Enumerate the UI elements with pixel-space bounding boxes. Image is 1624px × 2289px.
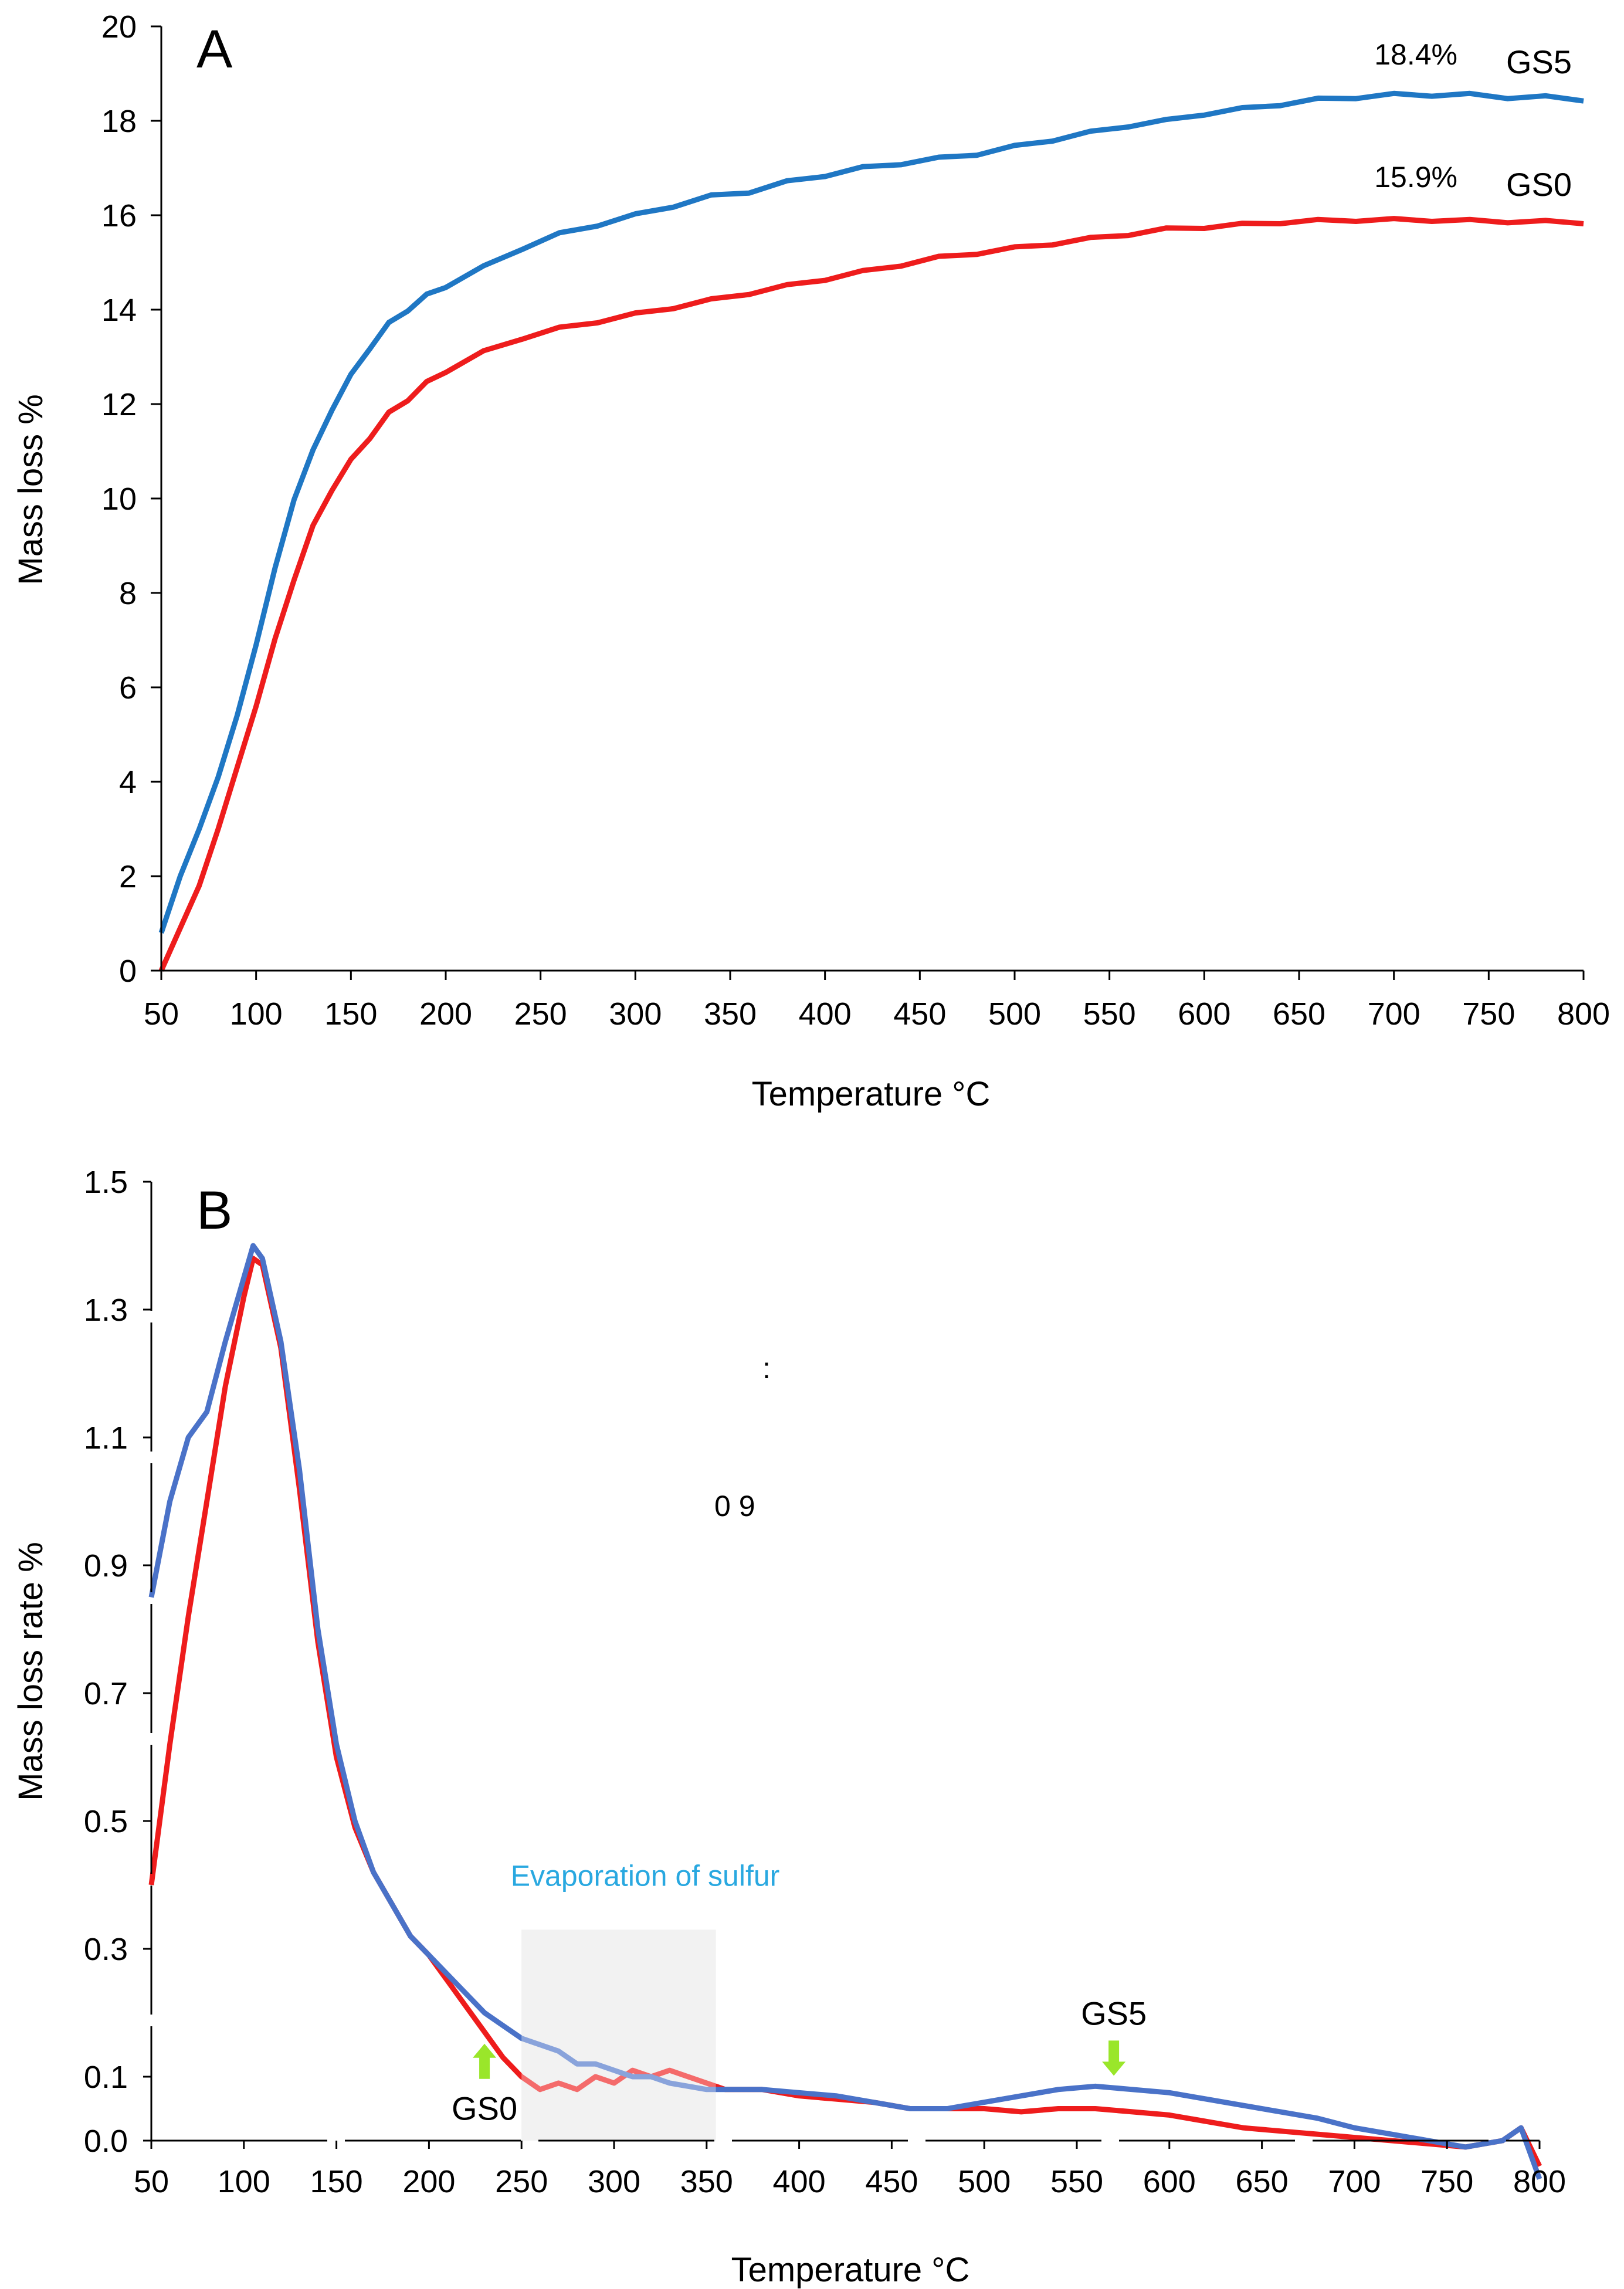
- panel-a-y-tick-label: 10: [101, 481, 137, 517]
- panel-a-x-tick-label: 300: [609, 996, 662, 1032]
- panel-b-y-tick-label: 1.3: [84, 1293, 128, 1328]
- panel-b-y-tick-label: 0.0: [84, 2124, 128, 2159]
- panel-a-series-gs5: [158, 90, 1584, 934]
- panel-a-x-tick-label: 500: [988, 996, 1041, 1032]
- panel-a-final-value-gs5: 18.4%: [1374, 38, 1457, 71]
- panel-a-final-value-gs0: 15.9%: [1374, 161, 1457, 194]
- panel-b-y-tick-label: 0.3: [84, 1932, 128, 1967]
- panel-b-ylabel: Mass loss rate %: [12, 1542, 50, 1801]
- panel-a-series-gs0: [158, 216, 1584, 972]
- panel-b-series-gs0: [148, 1256, 1542, 2168]
- panel-a-series-label-gs0: GS0: [1506, 166, 1572, 203]
- panel-a-x-tick-label: 750: [1462, 996, 1515, 1032]
- panel-b-y-tick-label: 0.5: [84, 1804, 128, 1839]
- panel-a-letter: A: [196, 19, 233, 79]
- panel-a-y-tick-label: 2: [119, 859, 137, 894]
- panel-a-x-tick-label: 450: [893, 996, 946, 1032]
- panel-b-y-tick-label: 1.1: [84, 1420, 128, 1456]
- panel-a-x-tick-label: 50: [144, 996, 179, 1032]
- sulfur-evaporation-label: Evaporation of sulfur: [511, 1859, 780, 1892]
- panel-b-x-tick-label: 800: [1513, 2164, 1566, 2199]
- panel-b-x-tick-label: 100: [218, 2164, 270, 2199]
- sulfur-evaporation-region: [521, 1929, 716, 2141]
- panel-a-xlabel: Temperature °C: [752, 1075, 991, 1113]
- panel-b-chart: B Temperature °C Mass loss rate % 0 9 : …: [12, 1165, 1566, 2289]
- panel-b-x-tick-label: 400: [773, 2164, 826, 2199]
- panel-a-x-tick-label: 650: [1273, 996, 1325, 1032]
- panel-b-x-tick-label: 50: [134, 2164, 169, 2199]
- panel-b-letter: B: [196, 1181, 232, 1240]
- panel-b-series-gs5: [148, 1243, 1542, 2180]
- panel-b-xlabel: Temperature °C: [731, 2251, 970, 2289]
- panel-a-y-tick-label: 6: [119, 670, 137, 706]
- marker-label-gs0: GS0: [452, 2090, 517, 2127]
- marker-label-gs5: GS5: [1081, 1995, 1147, 2032]
- panel-b-x-tick-label: 250: [495, 2164, 548, 2199]
- panel-b-y-tick-label: 0.9: [84, 1548, 128, 1583]
- panel-a-x-tick-label: 100: [230, 996, 283, 1032]
- panel-a-x-tick-label: 600: [1178, 996, 1230, 1032]
- panel-a-y-tick-label: 20: [101, 9, 137, 45]
- panel-b-x-tick-label: 500: [958, 2164, 1011, 2199]
- panel-a-x-tick-label: 550: [1083, 996, 1136, 1032]
- panel-a-y-tick-label: 0: [119, 954, 137, 989]
- panel-a-chart: A Temperature °C Mass loss % 0 2 4 6 8 10 12 14…: [12, 9, 1610, 1113]
- panel-a-y-tick-label: 4: [119, 765, 137, 800]
- panel-b-x-tick-label: 150: [310, 2164, 363, 2199]
- panel-b-y-tick-label: 1.5: [84, 1165, 128, 1200]
- stray-text: 0 9: [714, 1490, 755, 1522]
- panel-b-x-tick-label: 650: [1236, 2164, 1289, 2199]
- panel-a-x-tick-label: 400: [799, 996, 852, 1032]
- panel-b-x-tick-label: 350: [680, 2164, 733, 2199]
- panel-b-x-tick-label: 750: [1420, 2164, 1473, 2199]
- panel-a-series-label-gs5: GS5: [1506, 43, 1572, 80]
- marker-arrow-gs5: [1102, 2040, 1126, 2076]
- panel-a-y-tick-label: 16: [101, 198, 137, 233]
- panel-a-ylabel: Mass loss %: [12, 394, 50, 585]
- panel-b-x-tick-label: 600: [1143, 2164, 1196, 2199]
- sulfur-region-overlay: [521, 1929, 716, 2141]
- panel-b-x-tick-label: 450: [865, 2164, 918, 2199]
- panel-a-x-tick-label: 700: [1368, 996, 1420, 1032]
- panel-a-x-tick-label: 250: [514, 996, 567, 1032]
- panel-a-y-tick-label: 8: [119, 576, 137, 611]
- marker-arrow-gs0: [473, 2043, 497, 2079]
- panel-b-y-tick-label: 0.7: [84, 1676, 128, 1711]
- panel-a-x-tick-label: 350: [704, 996, 757, 1032]
- panel-a-x-tick-label: 200: [419, 996, 472, 1032]
- panel-b-x-tick-label: 300: [588, 2164, 640, 2199]
- panel-a-y-tick-label: 14: [101, 293, 137, 328]
- panel-b-x-tick-label: 550: [1050, 2164, 1103, 2199]
- panel-b-x-tick-label: 700: [1328, 2164, 1381, 2199]
- stray-text-2: :: [762, 1352, 771, 1385]
- panel-b-y-tick-label: 0.1: [84, 2060, 128, 2095]
- panel-a-y-tick-label: 18: [101, 104, 137, 139]
- panel-b-x-tick-label: 200: [402, 2164, 455, 2199]
- panel-a-x-tick-label: 150: [324, 996, 377, 1032]
- panel-a-x-tick-label: 800: [1557, 996, 1610, 1032]
- panel-a-y-tick-label: 12: [101, 387, 137, 422]
